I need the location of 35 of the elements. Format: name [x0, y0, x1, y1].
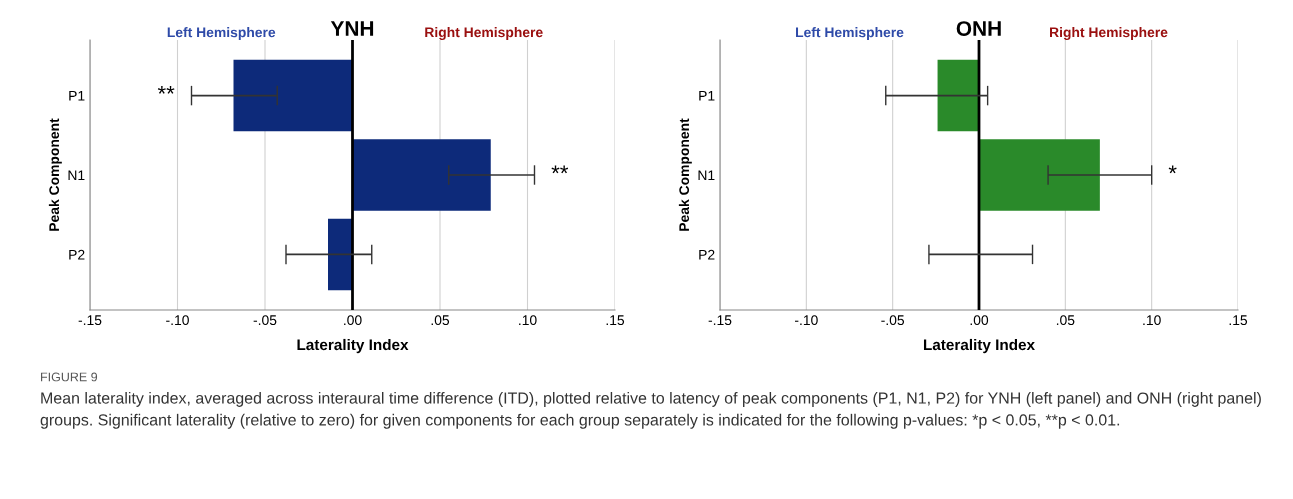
x-tick-label: -.05: [253, 315, 277, 326]
y-axis-title: Peak Component: [48, 118, 62, 231]
x-tick-label: .15: [606, 315, 625, 326]
y-tick-label: P2: [699, 249, 715, 260]
y-tick-label: N1: [698, 170, 715, 181]
x-tick-label: -.15: [78, 315, 102, 326]
y-axis-title: Peak Component: [678, 118, 692, 231]
chart-title: YNH: [330, 21, 374, 36]
x-tick-label: .05: [1056, 315, 1075, 326]
x-tick-label: .05: [431, 315, 450, 326]
annotation: Right Hemisphere: [425, 26, 543, 40]
x-tick-label: -.05: [881, 315, 905, 326]
caption: FIGURE 9: [41, 372, 98, 382]
x-axis-title: Laterality Index: [923, 338, 1035, 354]
annotation: **: [551, 165, 569, 174]
annotation: Left Hemisphere: [167, 27, 276, 40]
annotation: **: [157, 86, 175, 94]
y-tick-label: P1: [699, 91, 715, 101]
x-tick-label: .10: [519, 315, 537, 326]
x-tick-label: -.10: [794, 315, 818, 326]
x-tick-label: .00: [344, 315, 362, 326]
x-tick-label: .15: [1229, 315, 1248, 326]
y-tick-label: P2: [69, 249, 85, 260]
x-tick-label: -.10: [166, 315, 189, 326]
y-tick-label: N1: [68, 170, 85, 181]
x-axis-title: Laterality Index: [297, 338, 409, 354]
annotation: Left Hemisphere: [796, 27, 904, 40]
x-tick-label: .10: [1143, 315, 1161, 326]
x-tick-label: -.15: [708, 315, 732, 326]
y-tick-label: P1: [69, 91, 85, 101]
annotation: *: [1168, 165, 1177, 174]
chart-title: ONH: [956, 21, 1001, 36]
annotation: Right Hemisphere: [1050, 26, 1168, 40]
x-tick-label: .00: [970, 315, 989, 326]
text: Mean laterality index, averaged across interaural time difference (ITD), plotted relative to latency of peak components (P1, N1, P2) for YNH (left panel) and ONH (right panel) groups. Significant laterality (relative to zero) for given components for each group separately is indicated for the following p-values: *p < 0.05, **p < 0.01.: [40, 392, 1261, 429]
